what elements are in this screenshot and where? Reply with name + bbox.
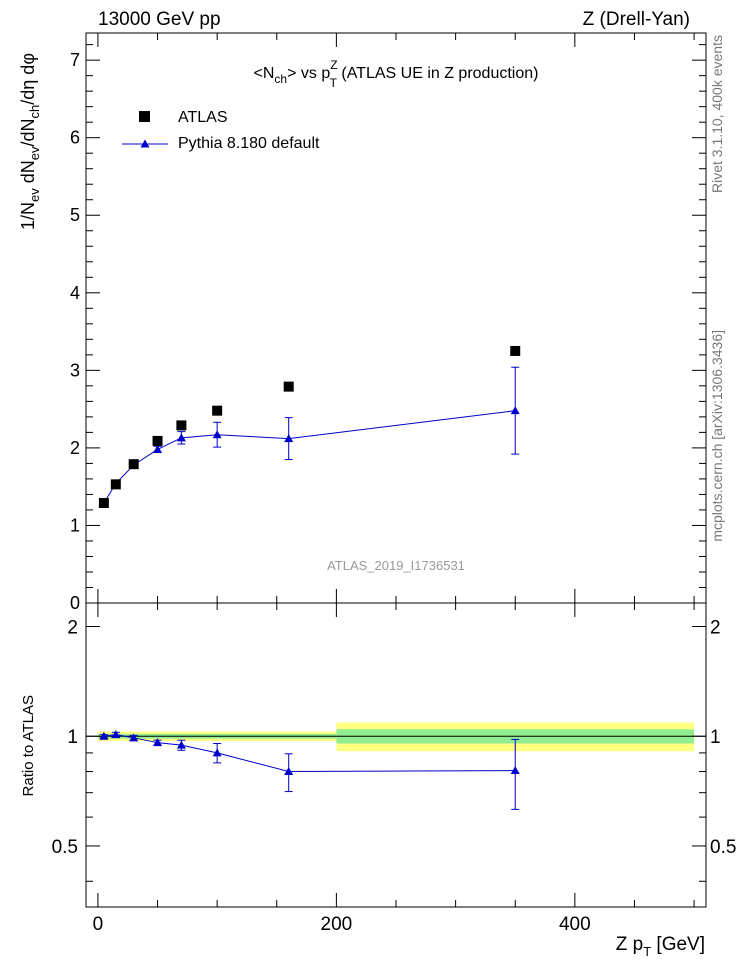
main-title: <Nch> vs pZ T (ATLAS UE in Z production) — [254, 58, 539, 90]
ratio-y-tick-label: 2 — [67, 617, 78, 638]
atlas-point — [510, 345, 521, 356]
main-y-tick-labels: 0 1 2 3 4 5 6 7 — [70, 50, 80, 613]
mcplots-side-label: mcplots.cern.ch [arXiv:1306.3436] — [709, 330, 725, 542]
ylabel-s1: ev — [27, 188, 42, 202]
atlas-point — [283, 381, 294, 392]
atlas-point — [212, 405, 223, 416]
main-y-tick-label: 3 — [70, 360, 80, 380]
pythia-point — [153, 444, 163, 453]
x-tick-label: 0 — [93, 914, 104, 935]
ylabel-p2: dN — [18, 160, 38, 188]
rivet-side-label: Rivet 3.1.10, 400k events — [709, 35, 725, 193]
ratio-pythia-point — [510, 766, 520, 775]
ratio-pythia-point — [176, 740, 186, 749]
main-data-series — [98, 345, 521, 508]
watermark: ATLAS_2019_I1736531 — [327, 558, 465, 573]
main-y-tick-label: 5 — [70, 205, 80, 225]
title-part-b-sup: Z — [330, 58, 337, 72]
main-y-tick-label: 0 — [70, 593, 80, 613]
atlas-point — [152, 435, 163, 446]
atlas-point — [110, 479, 121, 490]
title-part-a-sub: ch — [274, 72, 287, 86]
legend: ATLAS Pythia 8.180 default — [122, 109, 320, 152]
ratio-pythia-line — [103, 734, 516, 773]
xlabel-main: Z p — [616, 934, 643, 955]
pythia-point — [284, 434, 294, 443]
title-part-b: > vs p — [287, 65, 330, 82]
ratio-pythia-point — [129, 733, 139, 742]
ratio-pythia-point — [153, 738, 163, 747]
ratio-y-tick-labels: 0.5 0.5 1 1 2 2 — [52, 617, 737, 857]
title-part-a: <N — [254, 65, 275, 82]
x-tick-label: 200 — [321, 914, 353, 935]
legend-pythia-marker — [140, 139, 150, 148]
ratio-y-tick-label-right: 2 — [710, 617, 721, 638]
main-y-tick-label: 4 — [70, 283, 80, 303]
xlabel-unit: [GeV] — [651, 934, 705, 955]
ratio-y-tick-label: 1 — [67, 727, 78, 748]
ratio-y-tick-label-right: 0.5 — [710, 837, 736, 858]
ratio-pythia-point — [111, 730, 121, 739]
main-y-axis-label: 1/Nev dNev/dNch/dη dφ — [18, 53, 42, 230]
atlas-point — [98, 497, 109, 508]
title-part-b-sub: T — [330, 76, 338, 90]
main-y-tick-label: 1 — [70, 515, 80, 535]
pythia-line — [103, 410, 516, 504]
ratio-panel: 0.5 0.5 1 1 2 2 0 200 400 Ratio to ATLAS Z pT [… — [20, 602, 737, 959]
legend-atlas-label: ATLAS — [178, 109, 228, 126]
ratio-mc-series — [99, 730, 520, 810]
pythia-point — [176, 433, 186, 442]
ylabel-s3: ch — [27, 105, 42, 119]
legend-atlas-marker — [139, 111, 150, 122]
xlabel-sub: T — [643, 944, 651, 959]
ratio-y-tick-label: 0.5 — [52, 837, 78, 858]
atlas-point — [128, 459, 139, 470]
ratio-y-tick-label-right: 1 — [710, 727, 721, 748]
ratio-pythia-point — [212, 748, 222, 757]
ratio-pythia-point — [284, 767, 294, 776]
ylabel-p4: /dη dφ — [18, 53, 38, 105]
pythia-point — [212, 430, 222, 439]
ratio-x-tick-labels: 0 200 400 — [93, 914, 591, 935]
x-axis-label: Z pT [GeV] — [616, 934, 705, 959]
ylabel-p3: /dN — [18, 118, 38, 146]
legend-pythia-label: Pythia 8.180 default — [178, 135, 320, 152]
atlas-point — [176, 420, 187, 431]
ratio-y-axis-label: Ratio to ATLAS — [20, 695, 37, 796]
main-y-tick-label: 7 — [70, 50, 80, 70]
main-y-tick-label: 6 — [70, 128, 80, 148]
ratio-pythia-point — [99, 731, 109, 740]
pythia-point — [510, 406, 520, 415]
header-left: 13000 GeV pp — [98, 9, 221, 30]
ylabel-p1: 1/N — [18, 202, 38, 230]
ratio-ticks — [86, 603, 706, 907]
ratio-frame — [85, 602, 707, 908]
main-ticks — [86, 33, 706, 604]
header-right: Z (Drell-Yan) — [583, 9, 690, 30]
main-y-tick-label: 2 — [70, 438, 80, 458]
x-tick-label: 400 — [559, 914, 591, 935]
ylabel-s2: ev — [27, 146, 42, 160]
title-part-c: (ATLAS UE in Z production) — [337, 65, 539, 82]
